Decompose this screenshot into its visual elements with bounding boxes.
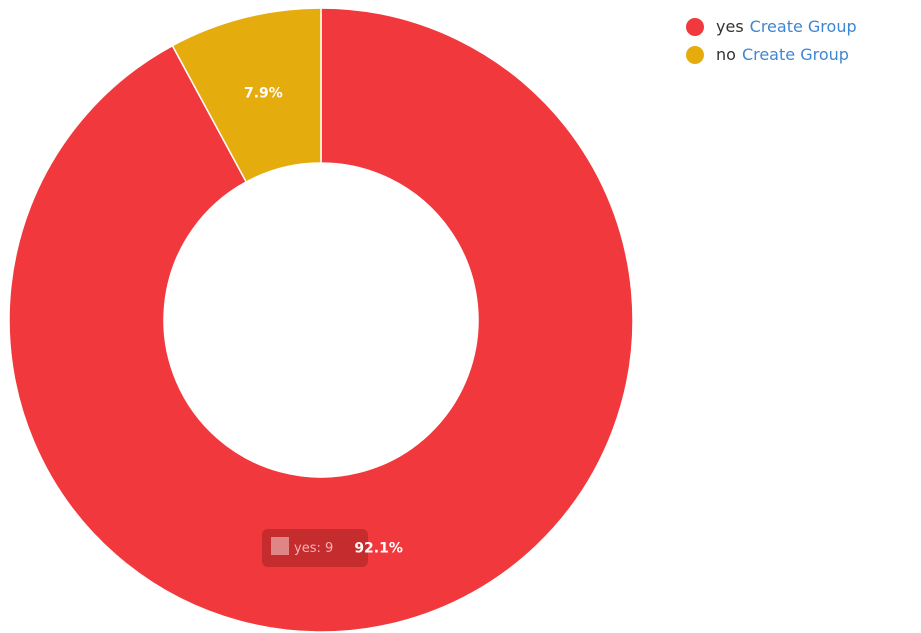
tooltip-text: yes: 9 (294, 541, 333, 556)
chart-tooltip: yes: 9 (262, 529, 368, 567)
legend-label-yes: yes (716, 17, 744, 36)
donut-slice-yes[interactable] (8, 7, 634, 633)
legend-item-no[interactable]: no Create Group (686, 42, 857, 67)
legend-swatch-no (686, 45, 704, 64)
create-group-link-no[interactable]: Create Group (741, 45, 849, 64)
legend-swatch-yes (686, 17, 704, 36)
slice-label-yes: 92.1% (354, 540, 403, 556)
slice-label-no: 7.9% (244, 86, 283, 102)
legend-item-yes[interactable]: yes Create Group (686, 14, 857, 39)
chart-legend: yes Create Group no Create Group (686, 14, 857, 70)
legend-label-no: no (716, 45, 736, 64)
tooltip-swatch (271, 537, 289, 555)
create-group-link-yes[interactable]: Create Group (749, 17, 857, 36)
donut-chart: yes: 9 92.1% 7.9% (8, 7, 634, 633)
donut-slice-no[interactable] (171, 7, 322, 183)
